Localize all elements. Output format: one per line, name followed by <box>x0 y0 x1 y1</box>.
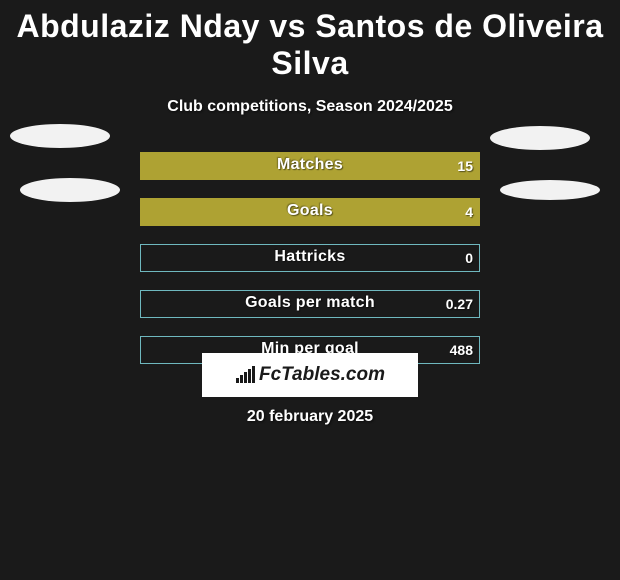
brand-logo-text: FcTables.com <box>235 364 385 386</box>
stat-value: 15 <box>457 158 473 174</box>
stat-row: 15 Matches <box>0 152 620 182</box>
decorative-ellipse <box>500 180 600 200</box>
stat-label: Goals <box>287 202 333 220</box>
stat-label: Goals per match <box>245 294 375 312</box>
decorative-ellipse <box>20 178 120 202</box>
brand-logo: FcTables.com <box>202 353 418 397</box>
decorative-ellipse <box>10 124 110 148</box>
stat-row: 0 Hattricks <box>0 244 620 274</box>
date-text: 20 february 2025 <box>0 408 620 426</box>
decorative-ellipse <box>490 126 590 150</box>
brand-logo-label: FcTables.com <box>259 364 385 386</box>
comparison-infographic: Abdulaziz Nday vs Santos de Oliveira Sil… <box>0 0 620 580</box>
stat-value: 0 <box>465 250 473 266</box>
stat-label: Hattricks <box>274 248 345 266</box>
stat-value: 0.27 <box>446 296 473 312</box>
stat-value: 4 <box>465 204 473 220</box>
stat-row: 0.27 Goals per match <box>0 290 620 320</box>
stat-label: Matches <box>277 156 343 174</box>
stat-value: 488 <box>450 342 473 358</box>
stat-row: 4 Goals <box>0 198 620 228</box>
bars-icon <box>235 366 257 384</box>
page-title: Abdulaziz Nday vs Santos de Oliveira Sil… <box>0 0 620 82</box>
subtitle: Club competitions, Season 2024/2025 <box>0 98 620 116</box>
